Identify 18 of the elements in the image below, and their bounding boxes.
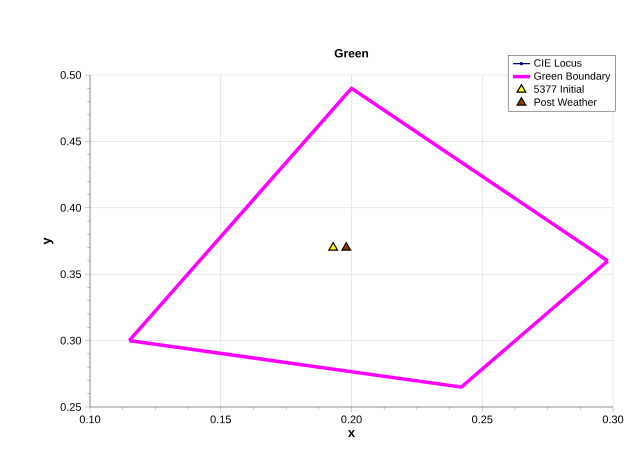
x-tick-label: 0.10 (80, 416, 100, 424)
x-tick-label: 0.25 (472, 416, 492, 424)
legend-label: 5377 Initial (534, 85, 584, 93)
y-tick-label: 0.35 (60, 270, 82, 278)
x-tick-label: 0.20 (341, 416, 362, 424)
chart-title: Green (334, 49, 368, 58)
y-tick-label: 0.45 (60, 138, 82, 146)
x-tick-label: 0.15 (210, 416, 231, 424)
y-tick-label: 0.50 (60, 71, 82, 79)
legend-label: CIE Locus (534, 59, 582, 67)
y-tick-label: 0.40 (60, 204, 82, 212)
y-axis-title: y (44, 237, 54, 245)
x-tick-label: 0.30 (602, 416, 624, 424)
x-axis-title: x (348, 430, 356, 437)
legend-label: Green Boundary (534, 72, 610, 82)
legend-label: Post Weather (534, 98, 597, 106)
y-tick-label: 0.30 (60, 336, 82, 344)
y-tick-label: 0.25 (60, 403, 82, 411)
